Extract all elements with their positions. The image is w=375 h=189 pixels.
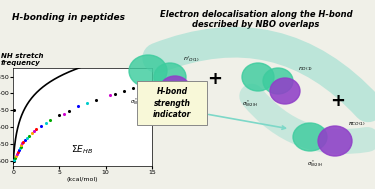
Point: [121, 90, 127, 93]
Point: [15, 150, 21, 153]
Text: H-bond
strength
indicator: H-bond strength indicator: [153, 87, 191, 119]
Text: H-bonding in peptides: H-bonding in peptides: [12, 13, 125, 22]
Text: +: +: [330, 92, 345, 110]
Point: [11, 160, 17, 163]
Text: $\pi_{CO(1)}$: $\pi_{CO(1)}$: [348, 120, 366, 128]
Point: [20, 141, 26, 144]
Ellipse shape: [129, 55, 167, 87]
Point: [75, 105, 81, 108]
Point: [28, 132, 34, 135]
Ellipse shape: [293, 123, 327, 151]
Point: [56, 114, 62, 117]
Text: +: +: [207, 70, 222, 88]
Point: [66, 110, 72, 113]
Point: [12, 156, 18, 159]
Ellipse shape: [263, 68, 293, 94]
Ellipse shape: [154, 63, 186, 91]
Point: [11, 159, 17, 162]
Ellipse shape: [160, 76, 190, 102]
Point: [16, 149, 22, 152]
Text: Electron delocalisation along the H-bond
described by NBO overlaps: Electron delocalisation along the H-bond…: [160, 10, 352, 29]
Point: [16, 147, 22, 150]
Ellipse shape: [270, 78, 300, 104]
FancyArrowPatch shape: [252, 96, 367, 142]
Text: $\sigma^*_{N(2)H}$: $\sigma^*_{N(2)H}$: [130, 97, 146, 107]
Point: [14, 153, 20, 156]
Point: [33, 128, 39, 131]
Text: NH stretch
frequency: NH stretch frequency: [1, 53, 43, 66]
Point: [18, 143, 24, 146]
FancyBboxPatch shape: [137, 81, 207, 125]
Text: $n_{O(1)}$: $n_{O(1)}$: [298, 65, 313, 73]
Point: [26, 134, 32, 137]
Point: [47, 118, 53, 121]
Point: [84, 101, 90, 105]
Point: [20, 140, 26, 143]
Point: [42, 122, 48, 125]
Point: [93, 98, 99, 101]
Point: [38, 125, 44, 128]
Point: [13, 155, 19, 158]
Ellipse shape: [242, 63, 274, 91]
Point: [18, 145, 24, 148]
Point: [112, 93, 118, 96]
Point: [22, 138, 28, 141]
Point: [130, 86, 136, 89]
Point: [32, 129, 38, 132]
FancyArrowPatch shape: [209, 115, 285, 129]
Text: $\sigma^*_{N(2)H}$: $\sigma^*_{N(2)H}$: [307, 159, 323, 169]
Ellipse shape: [318, 126, 352, 156]
Text: $n'_{O(1)}$: $n'_{O(1)}$: [183, 54, 200, 64]
X-axis label: (kcal/mol): (kcal/mol): [67, 177, 98, 182]
Text: $\Sigma E_{HB}$: $\Sigma E_{HB}$: [72, 143, 93, 156]
Point: [24, 136, 30, 139]
Point: [135, 84, 141, 88]
Point: [107, 94, 113, 97]
FancyArrowPatch shape: [158, 42, 368, 107]
Point: [10, 108, 16, 111]
Point: [61, 112, 67, 115]
Text: $\sigma^*_{N(2)H}$: $\sigma^*_{N(2)H}$: [242, 99, 258, 109]
